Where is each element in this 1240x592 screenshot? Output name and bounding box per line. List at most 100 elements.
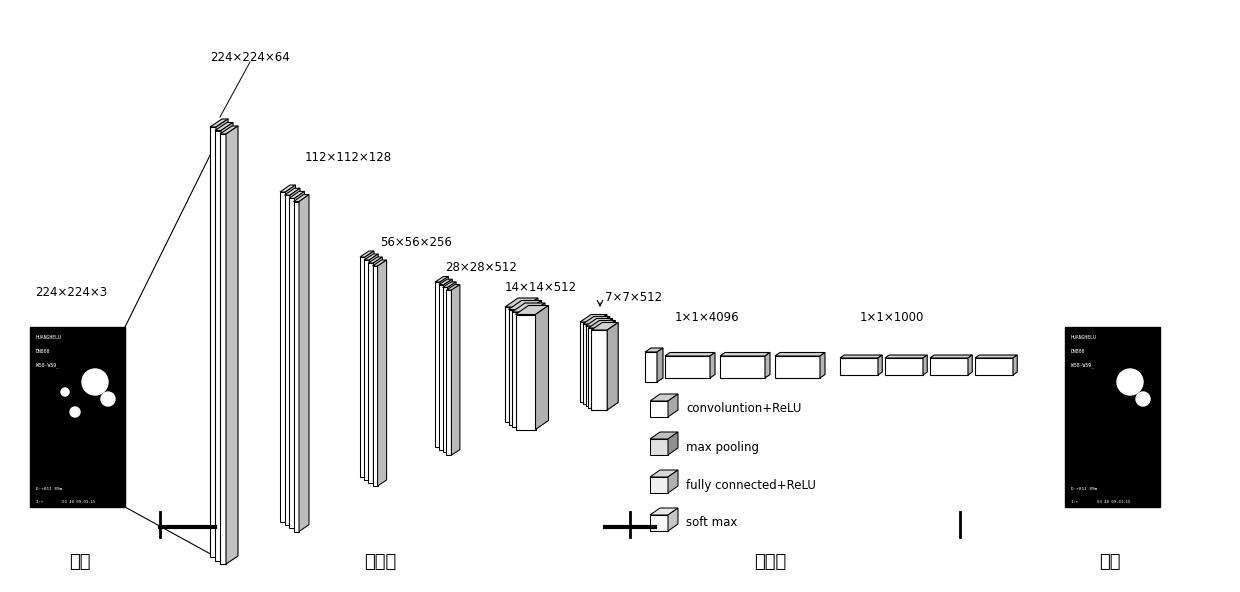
- Polygon shape: [365, 254, 378, 260]
- Polygon shape: [440, 276, 449, 447]
- Text: W58-W59_: W58-W59_: [36, 362, 60, 368]
- Polygon shape: [720, 356, 765, 378]
- Polygon shape: [516, 314, 536, 430]
- Polygon shape: [216, 119, 228, 557]
- Polygon shape: [650, 515, 668, 531]
- Polygon shape: [668, 394, 678, 417]
- Polygon shape: [30, 327, 125, 507]
- Polygon shape: [210, 127, 216, 557]
- Circle shape: [69, 407, 81, 417]
- Text: 1×1×4096: 1×1×4096: [675, 310, 739, 323]
- Polygon shape: [820, 352, 825, 378]
- Polygon shape: [599, 317, 610, 404]
- Polygon shape: [294, 195, 309, 202]
- Text: 卷积层: 卷积层: [363, 553, 396, 571]
- Polygon shape: [650, 470, 678, 477]
- Polygon shape: [360, 251, 374, 257]
- Polygon shape: [284, 195, 290, 525]
- Polygon shape: [657, 348, 663, 382]
- Polygon shape: [720, 352, 770, 356]
- Polygon shape: [508, 301, 542, 310]
- Polygon shape: [711, 352, 715, 378]
- Polygon shape: [219, 126, 238, 134]
- Text: DN800: DN800: [1071, 349, 1085, 354]
- Polygon shape: [219, 134, 226, 564]
- Polygon shape: [378, 260, 387, 486]
- Circle shape: [1136, 392, 1149, 406]
- Polygon shape: [372, 260, 387, 266]
- Polygon shape: [215, 123, 233, 130]
- Polygon shape: [284, 188, 300, 195]
- Text: convoluntion+ReLU: convoluntion+ReLU: [686, 403, 801, 416]
- Polygon shape: [589, 328, 604, 408]
- Polygon shape: [444, 279, 453, 450]
- Polygon shape: [583, 317, 610, 324]
- Polygon shape: [505, 307, 525, 422]
- Polygon shape: [446, 285, 460, 290]
- Polygon shape: [765, 352, 770, 378]
- Polygon shape: [930, 355, 972, 358]
- Polygon shape: [508, 310, 528, 424]
- Polygon shape: [516, 305, 548, 314]
- Polygon shape: [930, 358, 968, 375]
- Polygon shape: [289, 198, 295, 529]
- Polygon shape: [923, 355, 928, 375]
- Text: soft max: soft max: [686, 516, 738, 529]
- Polygon shape: [372, 266, 378, 486]
- Text: 全连接: 全连接: [754, 553, 786, 571]
- Polygon shape: [596, 314, 608, 402]
- Polygon shape: [215, 130, 221, 561]
- Polygon shape: [365, 251, 374, 477]
- Text: 输入: 输入: [69, 553, 91, 571]
- Polygon shape: [1013, 355, 1017, 375]
- Text: 56×56×256: 56×56×256: [379, 236, 451, 249]
- Polygon shape: [775, 356, 820, 378]
- Polygon shape: [580, 322, 596, 402]
- Polygon shape: [585, 326, 601, 406]
- Circle shape: [82, 369, 108, 395]
- Text: DN800: DN800: [36, 349, 51, 354]
- Polygon shape: [280, 192, 285, 522]
- Polygon shape: [451, 285, 460, 455]
- Polygon shape: [645, 352, 657, 382]
- Text: fully connected+ReLU: fully connected+ReLU: [686, 478, 816, 491]
- Polygon shape: [370, 254, 378, 480]
- Polygon shape: [528, 301, 542, 424]
- Text: 224×224×3: 224×224×3: [35, 285, 107, 298]
- Polygon shape: [435, 282, 440, 447]
- Polygon shape: [668, 470, 678, 493]
- Polygon shape: [448, 282, 456, 452]
- Polygon shape: [968, 355, 972, 375]
- Polygon shape: [446, 290, 451, 455]
- Text: D:+011 89m: D:+011 89m: [36, 487, 62, 491]
- Polygon shape: [443, 287, 448, 452]
- Polygon shape: [975, 358, 1013, 375]
- Polygon shape: [975, 355, 1017, 358]
- Polygon shape: [439, 279, 453, 285]
- Polygon shape: [585, 318, 613, 326]
- Polygon shape: [665, 352, 715, 356]
- Polygon shape: [591, 323, 619, 330]
- Polygon shape: [360, 257, 365, 477]
- Polygon shape: [604, 320, 615, 408]
- Polygon shape: [443, 282, 456, 287]
- Polygon shape: [290, 188, 300, 525]
- Polygon shape: [294, 202, 299, 532]
- Polygon shape: [439, 285, 444, 450]
- Circle shape: [1117, 369, 1143, 395]
- Text: max pooling: max pooling: [686, 440, 759, 453]
- Polygon shape: [878, 355, 882, 375]
- Polygon shape: [435, 276, 449, 282]
- Polygon shape: [368, 257, 382, 263]
- Text: I:+        03 40 09-01-15: I:+ 03 40 09-01-15: [1071, 500, 1131, 504]
- Polygon shape: [210, 119, 228, 127]
- Polygon shape: [221, 123, 233, 561]
- Text: HUANGHELU: HUANGHELU: [36, 335, 62, 340]
- Text: D:+011 89m: D:+011 89m: [1071, 487, 1097, 491]
- Polygon shape: [289, 191, 305, 198]
- Polygon shape: [650, 432, 678, 439]
- Polygon shape: [668, 432, 678, 455]
- Polygon shape: [583, 324, 599, 404]
- Text: 112×112×128: 112×112×128: [305, 150, 392, 163]
- Polygon shape: [280, 185, 295, 192]
